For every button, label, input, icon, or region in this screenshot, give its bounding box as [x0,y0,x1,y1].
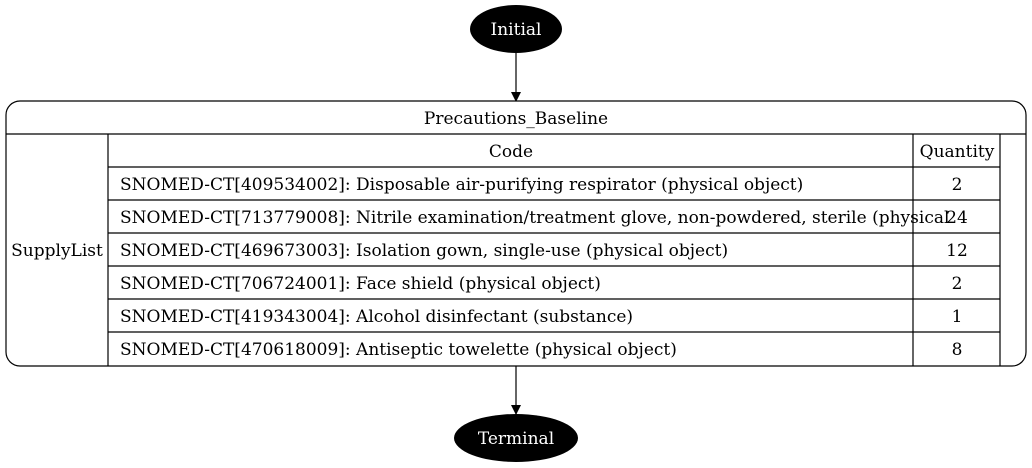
column-header-code: Code [489,142,533,162]
row-code: SNOMED-CT[419343004]: Alcohol disinfecta… [120,307,633,327]
terminal-node[interactable]: Terminal [454,414,578,462]
row-quantity: 1 [952,307,963,327]
row-code: SNOMED-CT[706724001]: Face shield (physi… [120,274,601,294]
supply-list-label: SupplyList [11,241,103,261]
state-precautions-baseline[interactable]: Precautions_Baseline SupplyList Code Qua… [5,100,1027,367]
row-quantity: 8 [952,340,963,360]
table-row: SNOMED-CT[419343004]: Alcohol disinfecta… [120,307,962,327]
row-quantity: 12 [946,241,968,261]
row-code: SNOMED-CT[470618009]: Antiseptic towelet… [120,340,677,360]
row-quantity: 24 [946,208,968,228]
table-row: SNOMED-CT[470618009]: Antiseptic towelet… [120,340,962,360]
initial-node[interactable]: Initial [470,5,562,53]
row-quantity: 2 [952,274,963,294]
row-code: SNOMED-CT[469673003]: Isolation gown, si… [120,241,728,261]
table-row: SNOMED-CT[713779008]: Nitrile examinatio… [120,208,968,228]
row-code: SNOMED-CT[409534002]: Disposable air-pur… [120,175,803,195]
table-row: SNOMED-CT[409534002]: Disposable air-pur… [120,175,962,195]
table-row: SNOMED-CT[469673003]: Isolation gown, si… [120,241,968,261]
supply-table [108,134,1001,366]
row-quantity: 2 [952,175,963,195]
state-title: Precautions_Baseline [424,109,608,129]
table-row: SNOMED-CT[706724001]: Face shield (physi… [120,274,962,294]
initial-node-label: Initial [491,20,542,40]
column-header-quantity: Quantity [920,142,995,162]
row-code: SNOMED-CT[713779008]: Nitrile examinatio… [120,208,949,228]
terminal-node-label: Terminal [478,429,554,449]
